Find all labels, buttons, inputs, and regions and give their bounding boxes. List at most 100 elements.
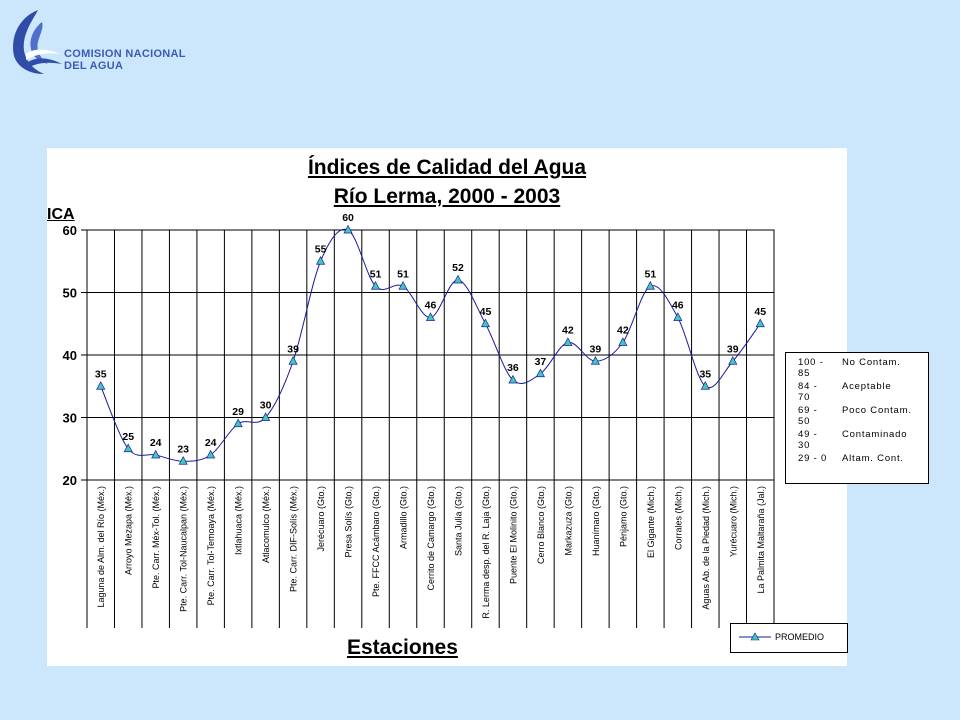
data-point [508,374,518,384]
data-point [563,337,573,346]
data-label: 42 [562,325,574,337]
data-point [425,312,436,321]
data-point [288,356,298,365]
x-tick-label: Presa Solís (Gto.) [344,486,354,558]
x-tick-label: Atlacomulco (Méx.) [261,486,271,563]
data-point [398,281,408,290]
range-value: 100 - 85 [798,357,824,379]
x-tick-label: Corrales (Mich.) [673,486,683,550]
x-tick-label: Jerécuaro (Gto.) [316,486,326,552]
data-label: 52 [452,262,464,274]
x-axis-label: Estaciones [347,636,458,659]
range-row: 49 - 30 Contaminado [786,429,928,451]
data-point [728,356,738,365]
range-label: Aceptable [842,381,892,392]
range-row: 69 - 50 Poco Contam. [786,405,928,427]
data-label: 45 [480,306,492,318]
x-tick-label: Markazuza (Gto.) [563,486,573,556]
data-label: 51 [370,268,382,280]
data-point [206,449,216,459]
x-tick-label: Pénjamo (Gto.) [618,486,628,547]
range-label: Altam. Cont. [842,453,904,464]
y-tick-label: 60 [63,223,77,238]
data-label: 36 [507,362,519,374]
range-value: 69 - 50 [798,405,818,427]
conagua-logo [13,10,62,74]
x-tick-label: La Palmita Maltaraña (Jal.) [756,486,766,594]
data-label: 46 [425,300,437,312]
range-label: Poco Contam. [842,405,912,416]
range-row: 29 - 0 Altam. Cont. [786,453,928,467]
data-point [590,356,600,365]
x-tick-label: El Gigante (Mich.) [646,486,656,558]
range-row: 84 - 70 Aceptable [786,381,928,403]
x-tick-label: Cerro Blanco (Gto.) [536,486,546,564]
data-point [535,368,546,378]
data-label: 35 [699,368,711,380]
data-label: 25 [122,431,134,443]
range-value: 84 - 70 [798,381,818,403]
x-tick-label: Cerrito de Camargo (Gto.) [426,486,436,591]
data-point [96,381,106,390]
data-label: 24 [150,437,162,449]
x-tick-label: Pte. Carr. Tol-Temoaya (Méx.) [206,486,216,605]
data-label: 35 [95,368,107,380]
data-point [315,256,326,265]
ica-range-legend: 100 - 85 No Contam. 84 - 70 Aceptable 69… [785,352,929,484]
data-label: 51 [644,268,656,280]
data-point [343,224,353,234]
data-point [480,318,491,328]
data-point [151,449,161,459]
data-label: 46 [672,300,684,312]
y-tick-label: 40 [63,348,77,363]
x-tick-label: Huanímaro (Gto.) [591,486,601,556]
x-tick-label: R. Lerma desp. del R. Laja (Gto.) [481,486,491,619]
x-tick-label: Puente El Molinito (Gto.) [508,486,518,584]
data-point [261,412,271,421]
x-tick-label: Santa Julia (Gto.) [453,486,463,556]
range-value: 49 - 30 [798,429,818,451]
series-legend: PROMEDIO [730,623,848,653]
chart-title: Índices de Calidad del Agua [307,156,587,179]
x-tick-label: Pte. Carr. Tol-Naucalpan (Méx.) [179,486,189,612]
x-tick-label: Armadillo (Gto.) [399,486,409,549]
y-tick-label: 20 [63,473,77,488]
y-axis-label: ICA [47,206,75,223]
y-tick-label: 50 [63,286,77,301]
data-label: 42 [617,325,629,337]
x-tick-label: Pte. Carr. Méx-Tol. (Méx.) [151,486,161,589]
data-label: 60 [342,212,354,224]
org-line-2: DEL AGUA [64,60,124,72]
range-label: Contaminado [842,429,908,440]
data-label: 45 [754,306,766,318]
data-point [453,274,463,284]
x-tick-label: Yurécuaro (Mich.) [728,486,738,557]
chart-plot: 20 30 40 50 60 Laguna de Alm. del Río (Méx.) A… [63,212,775,628]
org-line-1: COMISION NACIONAL [64,48,186,60]
data-label: 29 [232,406,244,418]
data-label: 24 [205,437,217,449]
data-label: 39 [727,343,739,355]
data-point [645,281,655,290]
data-label: 55 [315,243,327,255]
data-point [370,281,381,290]
data-label: 37 [535,356,547,368]
data-point [123,443,133,453]
data-label: 39 [590,343,602,355]
series-legend-label: PROMEDIO [775,632,825,642]
x-tick-label: Ixtlahuaca (Méx.) [234,486,244,555]
data-label: 51 [397,268,409,280]
x-tick-label: Laguna de Alm. del Río (Méx.) [96,486,106,608]
x-tick-label: Aguas Ab. de la Piedad (Mich.) [701,486,711,610]
data-label: 23 [177,443,189,455]
chart-panel: Índices de Calidad del Agua Río Lerma, 2… [47,148,848,666]
data-point [755,318,765,328]
data-label: 30 [260,400,272,412]
data-point [233,418,243,428]
data-point [618,337,628,346]
y-tick-label: 30 [63,411,77,426]
data-label: 39 [287,343,299,355]
x-tick-label: Arroyo Mezapa (Méx.) [124,486,134,575]
organization-name: COMISION NACIONAL DEL AGUA [64,48,186,72]
x-tick-label: Pte. FFCC Acámbaro (Gto.) [371,486,381,597]
